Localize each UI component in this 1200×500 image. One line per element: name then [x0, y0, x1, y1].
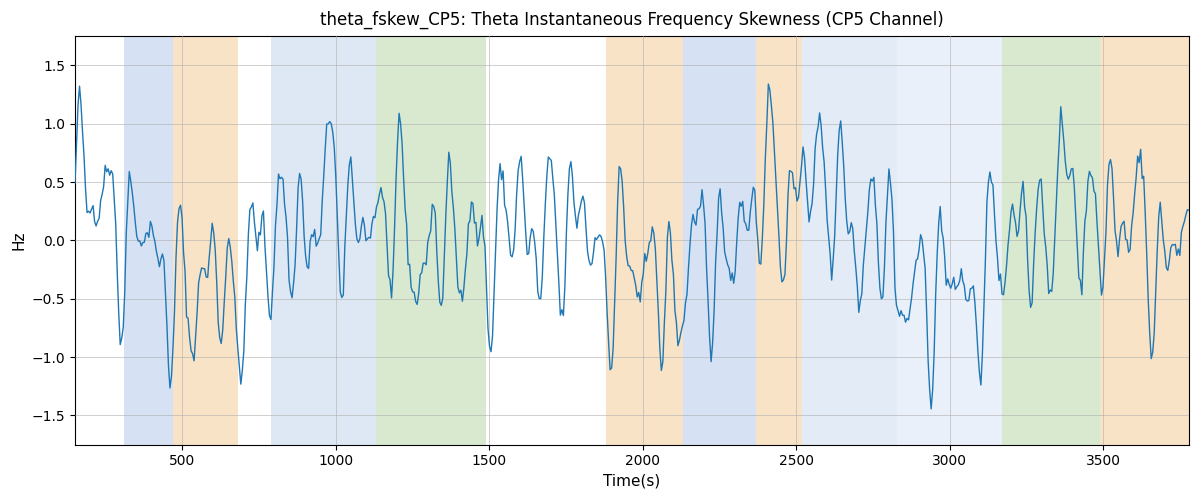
Bar: [606, 36, 683, 445]
Bar: [1002, 36, 1100, 445]
Bar: [271, 36, 376, 445]
Bar: [683, 36, 756, 445]
Bar: [124, 36, 173, 445]
Bar: [173, 36, 238, 445]
Bar: [1100, 36, 1189, 445]
X-axis label: Time(s): Time(s): [604, 474, 660, 489]
Y-axis label: Hz: Hz: [11, 230, 26, 250]
Bar: [756, 36, 803, 445]
Bar: [803, 36, 898, 445]
Bar: [898, 36, 1002, 445]
Title: theta_fskew_CP5: Theta Instantaneous Frequency Skewness (CP5 Channel): theta_fskew_CP5: Theta Instantaneous Fre…: [320, 11, 944, 30]
Bar: [376, 36, 486, 445]
